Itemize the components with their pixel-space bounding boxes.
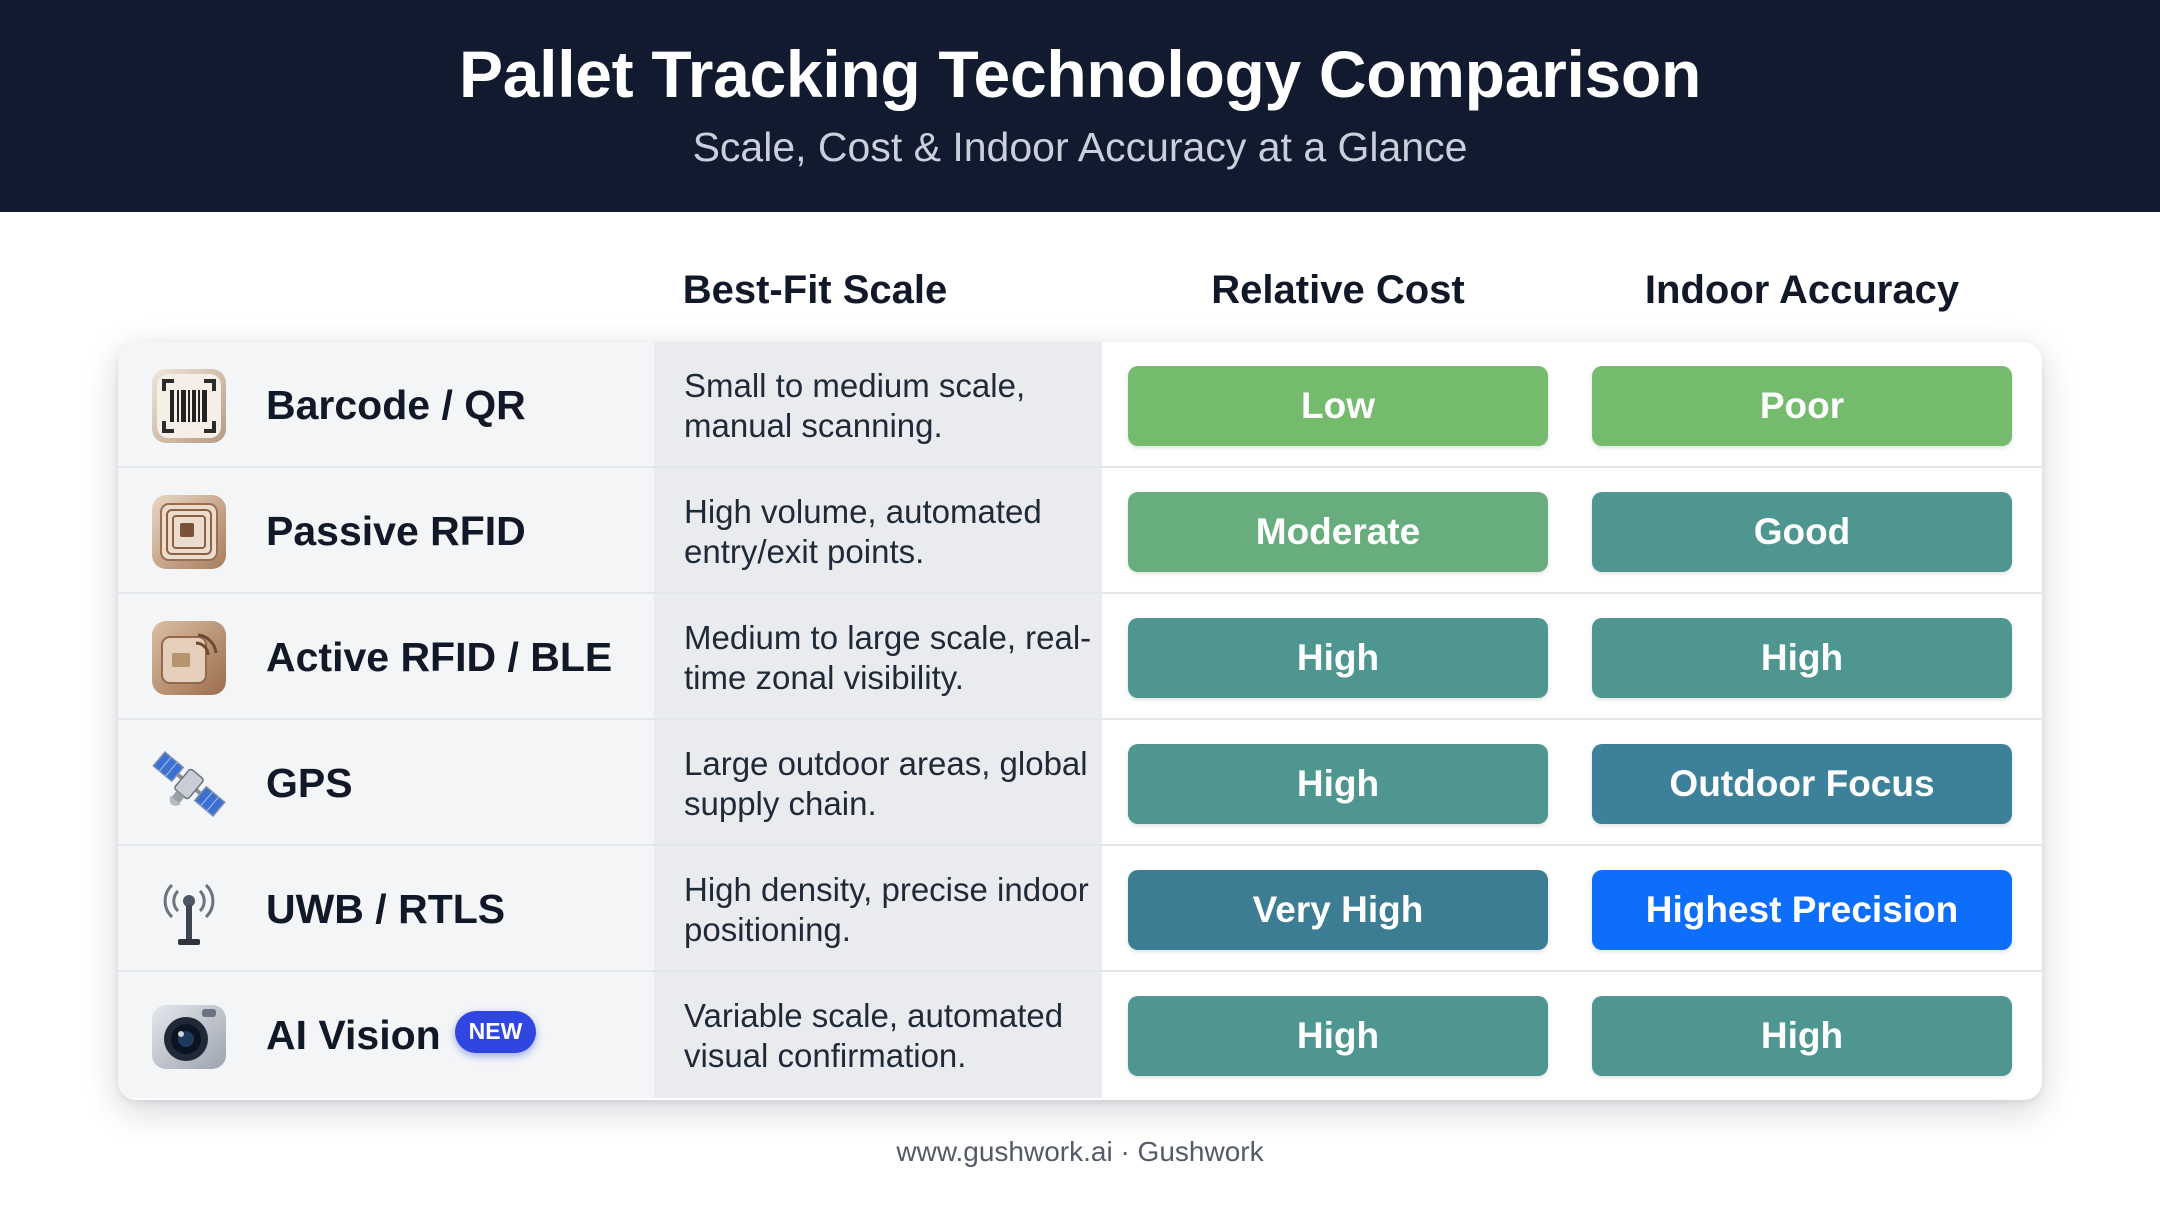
cost-badge: Moderate — [1128, 492, 1548, 572]
page-subtitle: Scale, Cost & Indoor Accuracy at a Glanc… — [692, 124, 1468, 170]
cost-badge: Very High — [1128, 870, 1548, 950]
tech-name: UWB / RTLS — [266, 886, 506, 932]
rfid-tag-icon — [152, 495, 226, 569]
accuracy-badge: Highest Precision — [1592, 870, 2012, 950]
accuracy-badge: High — [1592, 618, 2012, 698]
tech-cell: Active RFID / BLE — [118, 594, 654, 718]
tech-name: Barcode / QR — [266, 382, 526, 428]
accuracy-badge: Poor — [1592, 366, 2012, 446]
tech-cell: AI Vision NEW — [118, 972, 654, 1098]
page-title: Pallet Tracking Technology Comparison — [459, 37, 1701, 111]
scale-description: Small to medium scale, manual scanning. — [684, 367, 1026, 444]
new-badge: NEW — [454, 1011, 537, 1054]
scale-description: Variable scale, automated visual confirm… — [684, 997, 1064, 1074]
tech-cell: Barcode / QR — [118, 342, 654, 466]
tech-name: Active RFID / BLE — [266, 634, 613, 680]
tech-cell: GPS — [118, 720, 654, 844]
tech-name: AI Vision NEW — [266, 972, 537, 1098]
tech-name: GPS — [266, 760, 353, 806]
tech-cell: Passive RFID — [118, 468, 654, 592]
scale-description: High density, precise indoor positioning… — [684, 871, 1089, 948]
accuracy-badge: Good — [1592, 492, 2012, 572]
table-row: AI Vision NEW Variable scale, automated v… — [118, 972, 2042, 1098]
tech-name-text: AI Vision — [266, 1012, 441, 1058]
accuracy-badge: Outdoor Focus — [1592, 744, 2012, 824]
cost-badge: High — [1128, 996, 1548, 1076]
table-row: Active RFID / BLE Medium to large scale,… — [118, 594, 2042, 720]
scale-cell: Variable scale, automated visual confirm… — [654, 972, 1102, 1098]
scale-cell: High volume, automated entry/exit points… — [654, 468, 1102, 592]
column-header-cost: Relative Cost — [1211, 268, 1465, 312]
cost-badge: Low — [1128, 366, 1548, 446]
barcode-scanner-icon — [152, 369, 226, 443]
column-header-accuracy: Indoor Accuracy — [1644, 268, 1960, 312]
cost-badge: High — [1128, 744, 1548, 824]
footer-credit: www.gushwork.ai · Gushwork — [896, 1136, 1264, 1167]
scale-cell: High density, precise indoor positioning… — [654, 846, 1102, 970]
scale-description: Medium to large scale, real-time zonal v… — [684, 619, 1092, 696]
table-row: UWB / RTLS High density, precise indoor … — [118, 846, 2042, 972]
scale-cell: Medium to large scale, real-time zonal v… — [654, 594, 1102, 718]
table-row: GPS Large outdoor areas, global supply c… — [118, 720, 2042, 846]
column-header-scale: Best-Fit Scale — [682, 268, 948, 312]
tech-name: Passive RFID — [266, 508, 526, 554]
header-banner: Pallet Tracking Technology Comparison Sc… — [0, 0, 2160, 212]
scale-cell: Large outdoor areas, global supply chain… — [654, 720, 1102, 844]
accuracy-badge: High — [1592, 996, 2012, 1076]
scale-description: Large outdoor areas, global supply chain… — [684, 745, 1088, 822]
tech-cell: UWB / RTLS — [118, 846, 654, 970]
antenna-icon — [163, 883, 215, 945]
table-row: Passive RFID High volume, automated entr… — [118, 468, 2042, 594]
active-rfid-icon — [152, 621, 226, 695]
satellite-icon — [152, 750, 226, 818]
scale-cell: Small to medium scale, manual scanning. — [654, 342, 1102, 466]
scale-description: High volume, automated entry/exit points… — [684, 493, 1042, 570]
camera-icon — [152, 1005, 226, 1069]
comparison-table: Barcode / QR Small to medium scale, manu… — [118, 342, 2042, 1100]
cost-badge: High — [1128, 618, 1548, 698]
table-row: Barcode / QR Small to medium scale, manu… — [118, 342, 2042, 468]
